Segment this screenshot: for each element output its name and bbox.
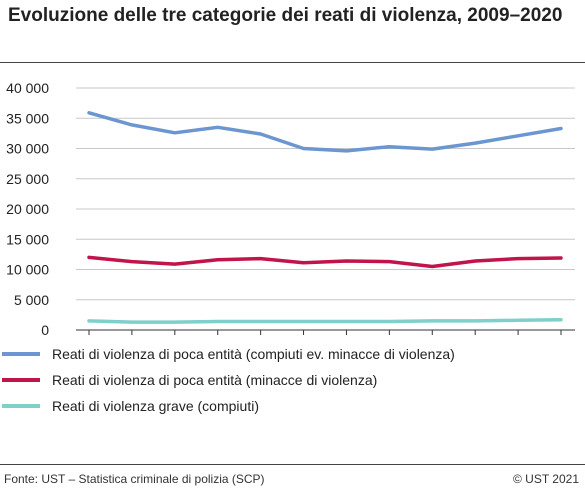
- x-tick-label: 2019: [503, 342, 534, 345]
- y-tick-label: 25 000: [6, 171, 49, 187]
- title-divider: [0, 62, 585, 63]
- x-tick-label: 2013: [245, 342, 276, 345]
- series-line-3: [87, 317, 563, 324]
- legend-item-1: Reati di violenza di poca entità (compiu…: [0, 344, 585, 366]
- x-tick-label: 2011: [160, 342, 190, 345]
- y-tick-label: 10 000: [6, 262, 49, 278]
- y-tick-label: 35 000: [6, 110, 49, 126]
- x-tick-label: 2015: [331, 342, 362, 345]
- x-tick-label: 2017: [417, 342, 448, 345]
- x-tick-label: 2018: [460, 342, 491, 345]
- legend-label: Reati di violenza grave (compiuti): [52, 398, 259, 414]
- y-tick-label: 5 000: [14, 292, 49, 308]
- x-tick-label: 2012: [202, 342, 233, 345]
- footer-divider: [0, 464, 585, 465]
- x-tick-label: 2009: [73, 342, 104, 345]
- legend-swatch: [2, 378, 40, 382]
- x-tick-label: 2020: [545, 342, 576, 345]
- source-note: Fonte: UST – Statistica criminale di pol…: [4, 472, 265, 486]
- series-line-1: [87, 111, 563, 153]
- line-chart: 0 5 000 10 000 15 000 20 000 25 000 30 000 35 0…: [6, 80, 577, 345]
- y-tick-label: 0: [41, 322, 49, 338]
- legend-swatch: [2, 352, 40, 356]
- x-tick-label: 2010: [116, 342, 147, 345]
- y-tick-label: 20 000: [6, 201, 49, 217]
- x-tick-label: 2016: [374, 342, 405, 345]
- legend-item-2: Reati di violenza di poca entità (minacc…: [0, 370, 585, 392]
- copyright-note: © UST 2021: [513, 472, 579, 486]
- legend-label: Reati di violenza di poca entità (minacc…: [52, 372, 378, 388]
- legend-item-3: Reati di violenza grave (compiuti): [0, 396, 585, 418]
- y-tick-label: 15 000: [6, 231, 49, 247]
- legend-label: Reati di violenza di poca entità (compiu…: [52, 346, 455, 362]
- chart-title: Evoluzione delle tre categorie dei reati…: [8, 5, 563, 26]
- series-line-2: [87, 255, 563, 269]
- y-tick-label: 30 000: [6, 141, 49, 157]
- y-tick-label: 40 000: [6, 80, 49, 96]
- legend-swatch: [2, 404, 40, 408]
- x-tick-label: 2014: [288, 342, 319, 345]
